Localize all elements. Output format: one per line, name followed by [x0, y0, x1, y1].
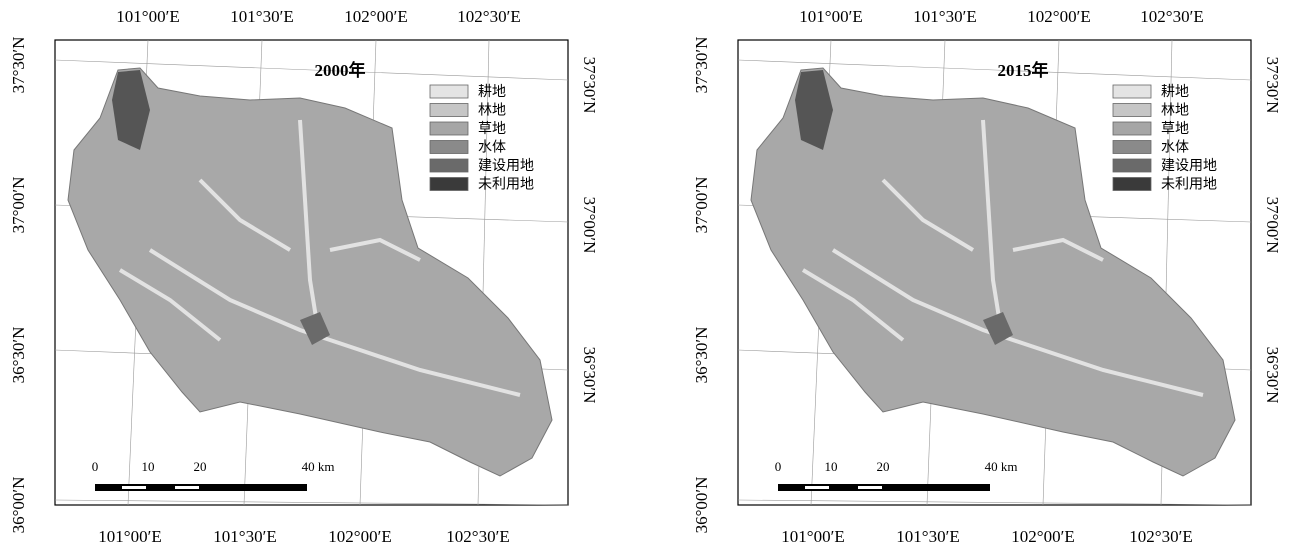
legend-label: 水体	[1161, 140, 1189, 156]
legend-label: 耕地	[1161, 83, 1189, 100]
left-coordinate: 37°30′N	[9, 37, 28, 94]
map-title: 2015年	[998, 60, 1049, 80]
right-coordinate: 37°00′N	[1263, 197, 1282, 254]
scale-bar-segment	[858, 486, 882, 489]
scale-bar-segment	[175, 486, 199, 489]
bottom-coordinate: 101°30′E	[896, 527, 959, 546]
left-coordinate: 36°00′N	[9, 477, 28, 534]
left-coordinate: 36°30′N	[9, 327, 28, 384]
legend-label: 耕地	[478, 83, 506, 100]
legend-label: 林地	[478, 103, 506, 119]
map-title: 2000年	[315, 60, 366, 80]
scale-bar-segment	[805, 486, 829, 489]
scale-label: 10	[142, 459, 155, 474]
scale-label: 0	[775, 459, 782, 474]
legend-swatch	[430, 159, 468, 172]
bottom-coordinate: 102°00′E	[1011, 527, 1074, 546]
top-coordinate: 102°00′E	[1027, 7, 1090, 26]
bottom-coordinate: 101°00′E	[781, 527, 844, 546]
left-coordinate: 37°30′N	[692, 37, 711, 94]
left-coordinate: 36°30′N	[692, 327, 711, 384]
scale-label: 20	[877, 459, 890, 474]
scale-label: 0	[92, 459, 99, 474]
top-coordinate: 101°00′E	[799, 7, 862, 26]
right-coordinate: 37°30′N	[580, 57, 599, 114]
scale-label: 40 km	[985, 459, 1018, 474]
legend-label: 建设用地	[478, 158, 534, 174]
bottom-coordinate: 102°30′E	[1129, 527, 1192, 546]
left-coordinate: 37°00′N	[9, 177, 28, 234]
top-coordinate: 102°30′E	[1140, 7, 1203, 26]
legend-swatch	[430, 178, 468, 191]
right-coordinate: 36°30′N	[1263, 347, 1282, 404]
legend-label: 未利用地	[478, 177, 534, 193]
legend-swatch	[1113, 122, 1151, 135]
top-coordinate: 101°30′E	[230, 7, 293, 26]
legend-label: 未利用地	[1161, 177, 1217, 193]
scale-label: 40 km	[302, 459, 335, 474]
left-coordinate: 36°00′N	[692, 477, 711, 534]
legend-label: 林地	[1161, 103, 1189, 119]
top-coordinate: 102°00′E	[344, 7, 407, 26]
legend-swatch	[430, 122, 468, 135]
legend-label: 草地	[1161, 121, 1189, 137]
legend-label: 水体	[478, 140, 506, 156]
legend-swatch	[430, 104, 468, 117]
right-coordinate: 36°30′N	[580, 347, 599, 404]
graticule	[55, 500, 568, 505]
top-coordinate: 101°00′E	[116, 7, 179, 26]
top-coordinate: 102°30′E	[457, 7, 520, 26]
legend-swatch	[1113, 159, 1151, 172]
legend-swatch	[430, 85, 468, 98]
top-coordinate: 101°30′E	[913, 7, 976, 26]
legend-label: 草地	[478, 121, 506, 137]
scale-bar-segment	[122, 486, 146, 489]
scale-label: 10	[825, 459, 838, 474]
graticule	[738, 500, 1251, 505]
bottom-coordinate: 102°30′E	[446, 527, 509, 546]
bottom-coordinate: 101°00′E	[98, 527, 161, 546]
figure: 2000年耕地林地草地水体建设用地未利用地101°00′E101°30′E102…	[0, 0, 1302, 553]
legend-swatch	[1113, 141, 1151, 154]
right-coordinate: 37°00′N	[580, 197, 599, 254]
bottom-coordinate: 102°00′E	[328, 527, 391, 546]
legend-swatch	[1113, 178, 1151, 191]
right-coordinate: 37°30′N	[1263, 57, 1282, 114]
bottom-coordinate: 101°30′E	[213, 527, 276, 546]
legend-label: 建设用地	[1161, 158, 1217, 174]
scale-label: 20	[194, 459, 207, 474]
legend-swatch	[430, 141, 468, 154]
legend-swatch	[1113, 85, 1151, 98]
legend-swatch	[1113, 104, 1151, 117]
left-coordinate: 37°00′N	[692, 177, 711, 234]
